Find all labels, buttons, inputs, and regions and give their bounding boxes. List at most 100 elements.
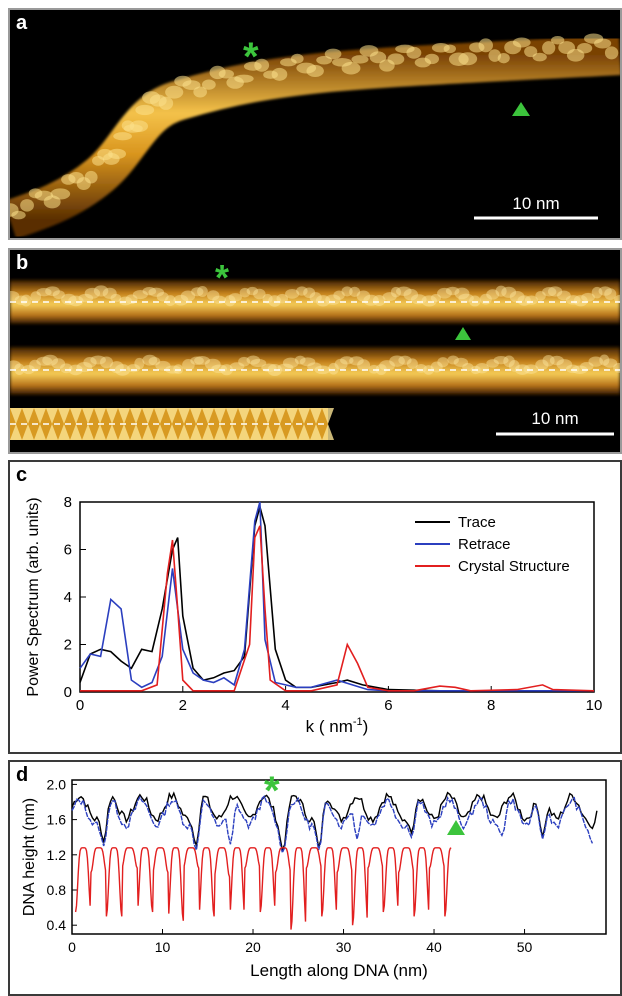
strand-highlight bbox=[290, 53, 304, 64]
strand-highlight bbox=[250, 358, 267, 368]
strand-highlight bbox=[458, 293, 474, 303]
strand-highlight bbox=[421, 295, 437, 307]
strand-highlight bbox=[309, 292, 322, 303]
strand-highlight bbox=[503, 355, 515, 368]
strand-highlight bbox=[328, 362, 339, 375]
strand-highlight bbox=[571, 365, 588, 374]
strand-highlight bbox=[135, 104, 155, 116]
strand-highlight bbox=[341, 286, 353, 297]
strand-highlight bbox=[493, 355, 509, 365]
strand-highlight bbox=[341, 61, 361, 75]
crystal-groove bbox=[118, 408, 130, 440]
triangle-marker-b bbox=[455, 327, 471, 340]
panel-c-power-spectrum: 0 2 4 6 8 10 0 2 4 6 8 k ( nm-1) Power Spectrum (arb… bbox=[8, 460, 622, 754]
y-tick-label: 0.4 bbox=[47, 917, 67, 933]
strand-highlight bbox=[406, 358, 418, 369]
strand-highlight bbox=[193, 86, 207, 98]
strand-highlight bbox=[271, 67, 288, 81]
crystal-groove bbox=[82, 408, 94, 440]
strand-highlight bbox=[588, 356, 604, 367]
strand-highlight bbox=[165, 365, 181, 374]
crystal-groove bbox=[70, 408, 82, 440]
x-tick-label: 40 bbox=[426, 939, 442, 955]
strand-highlight bbox=[14, 363, 25, 375]
strand-highlight bbox=[299, 357, 316, 367]
strand-highlight bbox=[581, 292, 595, 302]
crystal-groove bbox=[94, 408, 106, 440]
strand-highlight bbox=[389, 355, 405, 367]
strand-highlight bbox=[239, 287, 251, 298]
strand-highlight bbox=[282, 357, 299, 369]
strand-highlight bbox=[390, 286, 402, 298]
plot-frame bbox=[71, 779, 607, 935]
strand-highlight bbox=[356, 290, 371, 302]
strand-highlight bbox=[296, 286, 308, 296]
strand-highlight bbox=[469, 295, 481, 307]
strand-highlight bbox=[334, 358, 348, 370]
strand-highlight bbox=[93, 285, 109, 297]
panel-letter-c: c bbox=[16, 464, 28, 486]
strand-highlight bbox=[458, 52, 478, 66]
strand-highlight bbox=[509, 291, 525, 303]
strand-highlight bbox=[118, 296, 132, 306]
crystal-groove bbox=[262, 408, 274, 440]
strand-highlight bbox=[437, 357, 449, 368]
y-tick-label: 1.2 bbox=[47, 847, 67, 863]
y-tick-label: 1.6 bbox=[47, 812, 67, 828]
strand-highlight bbox=[262, 293, 273, 304]
strand-highlight bbox=[191, 287, 204, 297]
height-profile-line-3 bbox=[74, 847, 452, 930]
crystal-groove bbox=[34, 408, 46, 440]
crystal-groove bbox=[106, 408, 118, 440]
strand-highlight bbox=[524, 46, 538, 58]
strand-highlight bbox=[324, 48, 342, 60]
strand-highlight bbox=[113, 132, 132, 141]
strand-highlight bbox=[182, 358, 195, 371]
strand-highlight bbox=[20, 294, 32, 307]
strand-highlight bbox=[246, 355, 261, 365]
strand-highlight bbox=[573, 295, 588, 307]
x-tick-label: 10 bbox=[586, 697, 603, 714]
strand-highlight bbox=[443, 44, 456, 54]
y-axis-label: DNA height (nm) bbox=[21, 798, 38, 916]
legend-label: Crystal Structure bbox=[458, 558, 570, 575]
strand-highlight bbox=[52, 290, 65, 300]
strand-highlight bbox=[549, 355, 564, 366]
crystal-groove bbox=[154, 408, 166, 440]
strand-highlight bbox=[306, 64, 324, 78]
strand-highlight bbox=[363, 294, 379, 306]
strand-highlight bbox=[253, 288, 266, 300]
crystal-groove bbox=[190, 408, 202, 440]
strand-highlight bbox=[83, 357, 97, 368]
x-tick-label: 20 bbox=[245, 939, 261, 955]
y-tick-label: 2 bbox=[64, 637, 72, 654]
x-axis-label: Length along DNA (nm) bbox=[250, 961, 428, 980]
strand-highlight bbox=[351, 55, 369, 64]
strand-highlight bbox=[512, 37, 531, 48]
triangle-marker-d bbox=[447, 820, 465, 835]
strand-highlight bbox=[134, 357, 145, 370]
panel-a-afm-image: * 10 nm a bbox=[8, 8, 622, 240]
strand-highlight bbox=[229, 362, 245, 371]
x-tick-label: 30 bbox=[336, 939, 352, 955]
strand-highlight bbox=[349, 356, 364, 366]
strand-highlight bbox=[129, 120, 149, 133]
scale-bar-label-b: 10 nm bbox=[531, 409, 578, 428]
strand-highlight bbox=[333, 290, 345, 300]
crystal-groove bbox=[166, 408, 178, 440]
strand-highlight bbox=[206, 290, 220, 301]
dna-strand-texture-a bbox=[10, 33, 619, 220]
strand-highlight bbox=[406, 46, 422, 59]
strand-highlight bbox=[580, 362, 594, 371]
strand-highlight bbox=[218, 69, 234, 79]
crystal-groove bbox=[178, 408, 190, 440]
strand-highlight bbox=[194, 356, 210, 365]
strand-highlight bbox=[10, 360, 21, 370]
strand-highlight bbox=[50, 188, 71, 200]
crystal-groove bbox=[274, 408, 286, 440]
afm-image-b: * 10 nm bbox=[10, 257, 620, 440]
strand-highlight bbox=[398, 355, 412, 365]
strand-highlight bbox=[349, 286, 361, 297]
x-tick-label: 4 bbox=[281, 697, 289, 714]
strand-highlight bbox=[156, 291, 169, 302]
